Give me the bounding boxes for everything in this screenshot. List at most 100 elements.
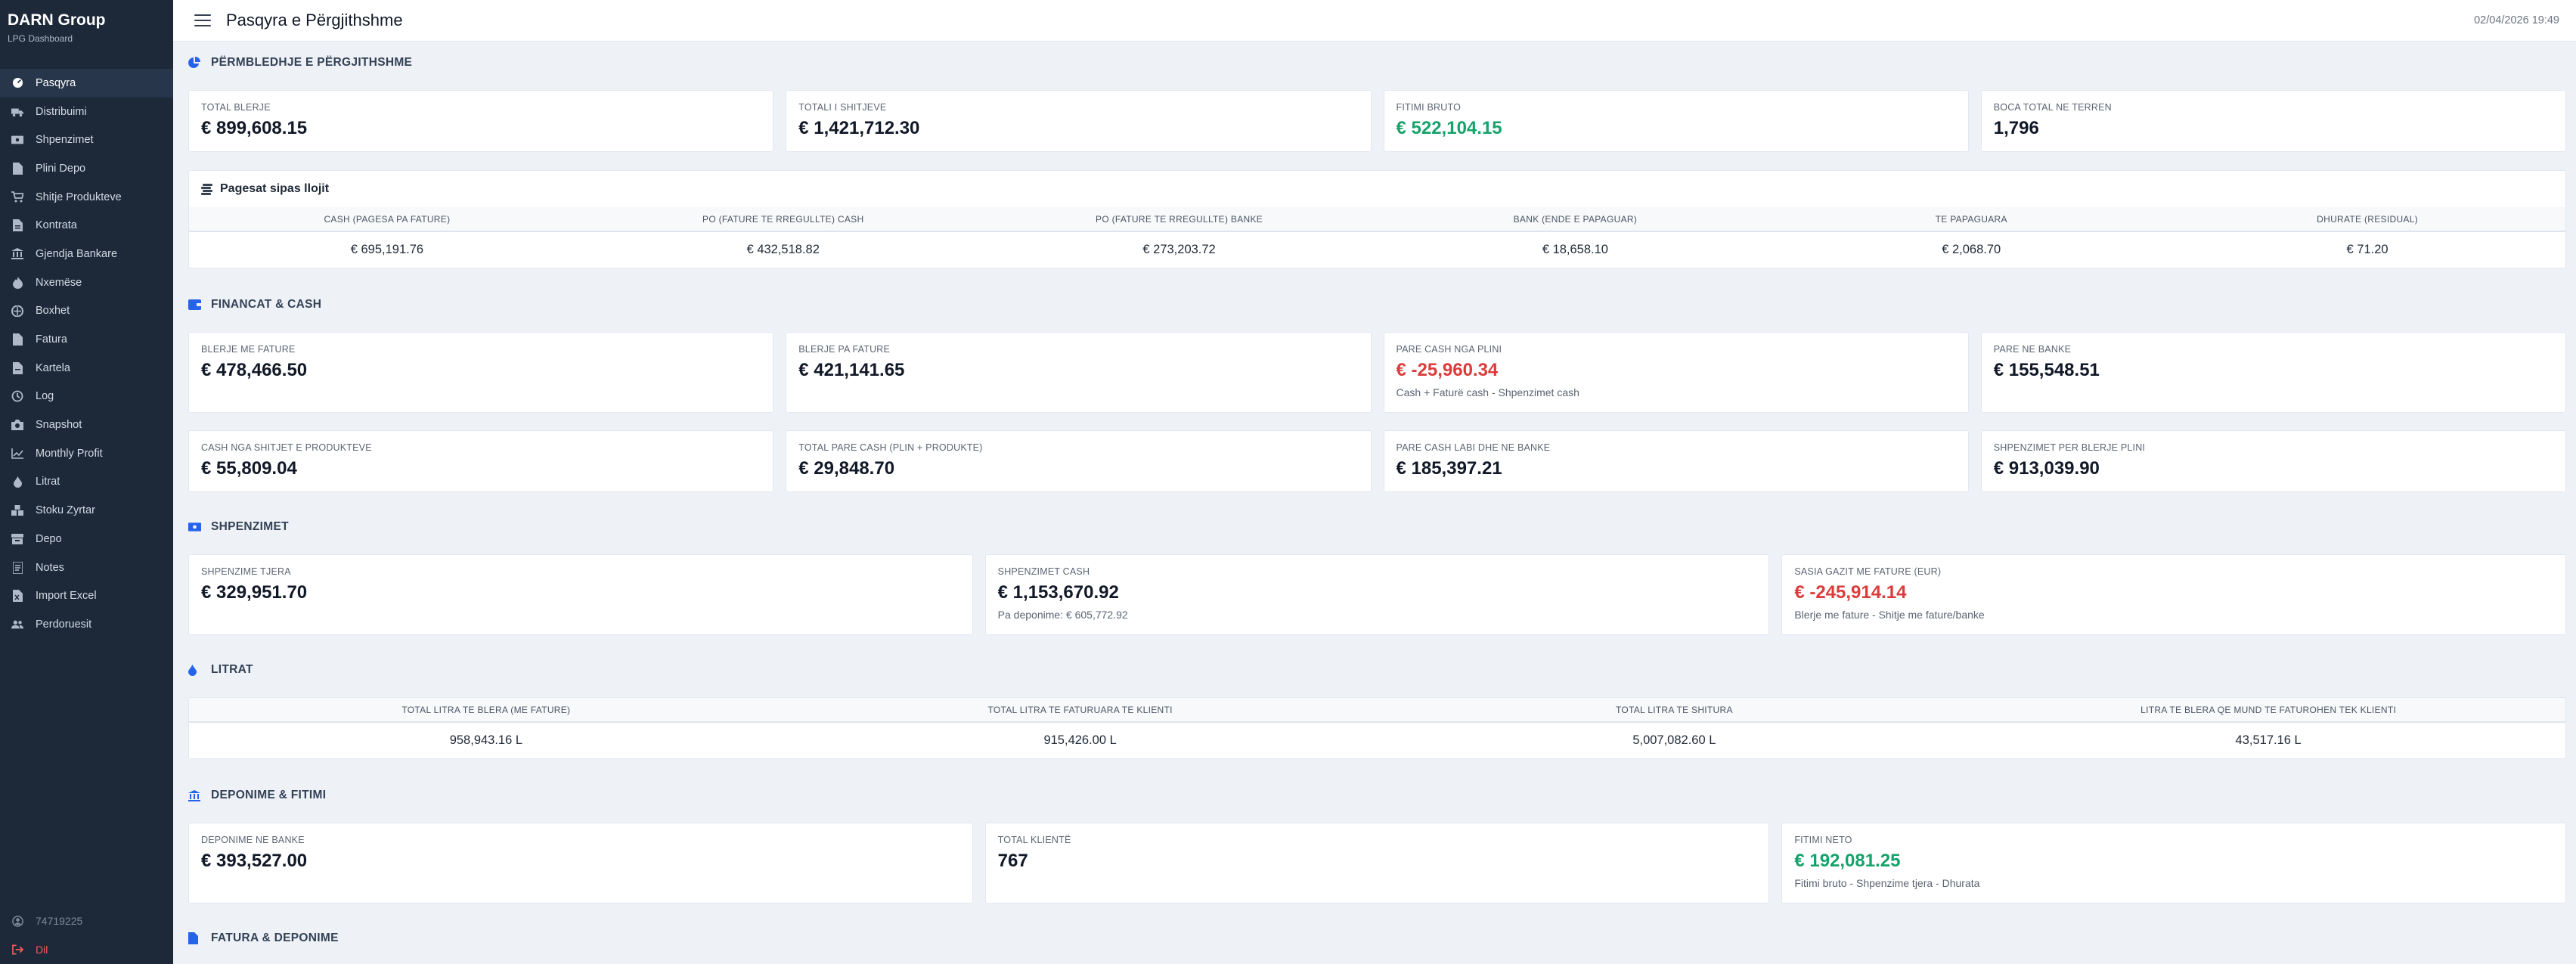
droplet-icon (188, 663, 202, 677)
card-pare-cash-labi-banke: Pare cash labi dhe ne banke € 185,397.21 (1383, 430, 1969, 492)
card-value: € 393,527.00 (201, 851, 308, 871)
brand-title: DARN Group (8, 11, 106, 29)
sidebar-item-import-excel[interactable]: Import Excel (0, 581, 173, 610)
sidebar-item-label: Litrat (36, 476, 60, 488)
sidebar-item-gjendja-bankare[interactable]: Gjendja Bankare (0, 240, 173, 268)
pie-chart-icon (188, 56, 202, 70)
sidebar-item-kartela[interactable]: Kartela (0, 354, 173, 383)
card-value: € 55,809.04 (201, 458, 297, 479)
sidebar-item-label: Gjendja Bankare (36, 247, 118, 260)
table-row: € 695,191.76 € 432,518.82 € 273,203.72 €… (189, 231, 2565, 268)
table-cell: € 18,658.10 (1542, 243, 1608, 256)
card-label: Blerje pa fature (798, 344, 891, 355)
truck-icon (11, 106, 23, 118)
sidebar-item-depo[interactable]: Depo (0, 525, 173, 553)
column-header: Cash (pagesa pa fature) (189, 207, 585, 232)
topbar: Pasqyra e Përgjithshme 02/04/2026 19:49 (173, 0, 2576, 42)
section-title: Fatura & Deponime (211, 931, 339, 944)
card-value: € 155,548.51 (1993, 360, 2100, 380)
table-cell: € 695,191.76 (350, 243, 424, 256)
sidebar-item-fatura[interactable]: Fatura (0, 325, 173, 354)
finance-cards-row-1: Blerje me fature € 478,466.50 Blerje pa … (188, 332, 2566, 413)
overview-cards: Total Blerje € 899,608.15 Totali i Shitj… (188, 90, 2566, 152)
card-label: Pare cash nga plini (1396, 344, 1502, 355)
card-label: Deponime ne banke (201, 835, 305, 845)
sidebar-item-label: Boxhet (36, 305, 70, 318)
card-shpenzime-tjera: Shpenzime tjera € 329,951.70 (188, 554, 973, 635)
sidebar-item-shitje-produkteve[interactable]: Shitje Produkteve (0, 183, 173, 212)
sidebar-item-shpenzimet[interactable]: Shpenzimet (0, 126, 173, 154)
droplet-icon (11, 476, 23, 488)
card-total-kliente: Total klientë 767 (984, 823, 1770, 904)
card-fitimi-bruto: Fitimi Bruto € 522,104.15 (1383, 90, 1969, 152)
column-header: Te papaguara (1773, 207, 2170, 232)
liters-table-card: Total litra te blera (me fature) Total l… (188, 697, 2566, 759)
menu-toggle-icon[interactable] (194, 14, 211, 26)
invoice-icon (11, 333, 23, 346)
card-label: Shpenzime tjera (201, 566, 291, 577)
wallet-icon (188, 298, 202, 312)
sidebar-footer: 74719225 Dil (0, 907, 173, 964)
card-label: Pare cash labi dhe ne banke (1396, 442, 1551, 453)
sidebar-nav: Pasqyra Distribuimi Shpenzimet Plini Dep… (0, 69, 173, 639)
sidebar-item-distribuimi[interactable]: Distribuimi (0, 98, 173, 126)
sidebar-item-snapshot[interactable]: Snapshot (0, 411, 173, 439)
sidebar-item-label: Import Excel (36, 590, 97, 603)
sidebar-item-plini-depo[interactable]: Plini Depo (0, 154, 173, 183)
section-title: Shpenzimet (211, 520, 289, 533)
brand-subtitle: LPG Dashboard (8, 33, 73, 44)
card-label: Sasia gazit me fature (EUR) (1794, 566, 1942, 577)
deposits-cards: Deponime ne banke € 393,527.00 Total kli… (188, 823, 2566, 904)
column-header: Total litra te blera (me fature) (189, 698, 783, 723)
users-icon (11, 618, 23, 631)
money-icon (11, 134, 23, 146)
sidebar-item-litrat[interactable]: Litrat (0, 468, 173, 497)
card-label: Total pare cash (plin + produkte) (798, 442, 983, 453)
cart-icon (11, 191, 23, 203)
main-content: Përmbledhje e Përgjithshme Total Blerje … (173, 42, 2576, 964)
card-label: Shpenzimet per blerje plini (1993, 442, 2146, 453)
card-value: € 1,153,670.92 (997, 582, 1119, 603)
payments-table-title: Pagesat sipas llojit (189, 171, 2565, 207)
card-label: Blerje me fature (201, 344, 296, 355)
column-header: PO (fature te rregullte) Banke (981, 207, 1378, 232)
card-label: Boca total ne terren (1993, 102, 2112, 113)
section-title: Deponime & Fitimi (211, 789, 327, 801)
card-value: € 192,081.25 (1794, 851, 1901, 871)
section-header-overview: Përmbledhje e Përgjithshme (188, 56, 412, 70)
sidebar-item-pasqyra[interactable]: Pasqyra (0, 69, 173, 98)
sidebar-item-label: Perdoruesit (36, 618, 92, 631)
card-label: Fitimi Bruto (1396, 102, 1461, 113)
sidebar-item-perdoruesit[interactable]: Perdoruesit (0, 610, 173, 639)
table-header-row: Cash (pagesa pa fature) PO (fature te rr… (189, 207, 2565, 232)
sidebar-item-label: Snapshot (36, 419, 82, 432)
sidebar: DARN Group LPG Dashboard Pasqyra Distrib… (0, 0, 173, 964)
card-label: Total klientë (997, 835, 1071, 845)
card-pare-ne-banke: Pare ne banke € 155,548.51 (1980, 332, 2566, 413)
sidebar-item-nxemese[interactable]: Nxemëse (0, 268, 173, 297)
sidebar-item-monthly-profit[interactable]: Monthly Profit (0, 439, 173, 468)
card-fitimi-neto: Fitimi neto € 192,081.25 Fitimi bruto - … (1781, 823, 2566, 904)
sidebar-item-boxhet[interactable]: Boxhet (0, 297, 173, 326)
section-header-liters: Litrat (188, 663, 253, 677)
column-header: Bank (ende e papaguar) (1377, 207, 1774, 232)
card-value: € -245,914.14 (1794, 582, 1907, 603)
sidebar-item-stoku-zyrtar[interactable]: Stoku Zyrtar (0, 496, 173, 525)
column-header: Total litra te faturuara te klienti (783, 698, 1378, 723)
logout-button[interactable]: Dil (0, 935, 173, 964)
card-blerje-pa-fature: Blerje pa fature € 421,141.65 (786, 332, 1372, 413)
sidebar-item-label: Nxemëse (36, 276, 82, 289)
brand: DARN Group LPG Dashboard (0, 0, 173, 53)
sidebar-item-label: Depo (36, 532, 62, 545)
card-value: € 522,104.15 (1396, 118, 1502, 138)
sidebar-item-notes[interactable]: Notes (0, 553, 173, 582)
sidebar-item-kontrata[interactable]: Kontrata (0, 211, 173, 240)
user-id: 74719225 (36, 915, 83, 927)
file-icon (11, 162, 23, 175)
excel-icon (11, 590, 23, 603)
column-header: Total litra te shitura (1377, 698, 1972, 723)
sidebar-item-label: Kontrata (36, 219, 77, 232)
table-cell: 5,007,082.60 L (1632, 733, 1716, 747)
sidebar-item-label: Pasqyra (36, 76, 76, 89)
sidebar-item-log[interactable]: Log (0, 383, 173, 411)
